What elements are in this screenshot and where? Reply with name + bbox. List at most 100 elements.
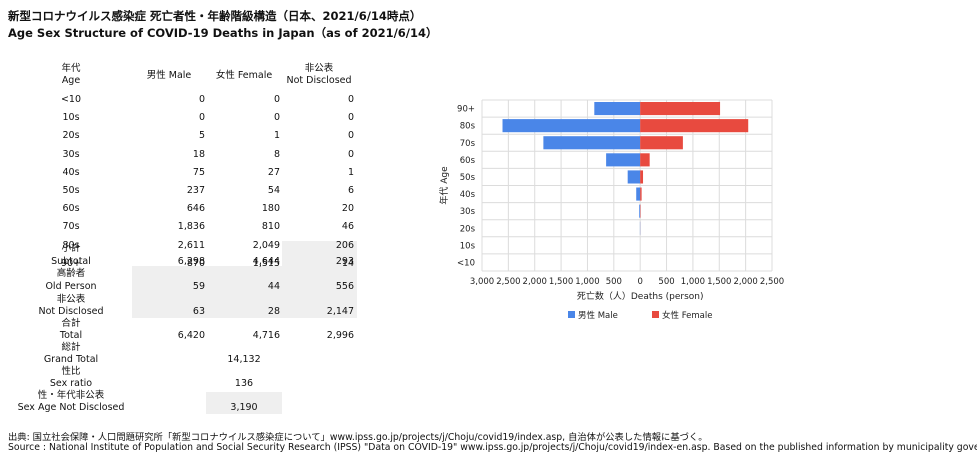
x-tick-label: 1,500	[707, 277, 731, 287]
row-nd: 206	[335, 239, 354, 251]
header-female: 女性 Female	[215, 70, 273, 81]
row-female: 810	[261, 221, 280, 233]
row-nd: 1	[347, 166, 354, 178]
row-female: 0	[273, 94, 280, 105]
header-nd-ja: 非公表	[304, 63, 334, 74]
title-ja: 新型コロナウイルス感染症 死亡者性・年齢階級構造（日本、2021/6/14時点）	[8, 9, 422, 23]
row-female: 180	[261, 203, 280, 215]
row-female: 54	[267, 185, 280, 196]
row-male: 2,611	[177, 239, 205, 251]
total-male: 6,420	[177, 330, 205, 341]
row-female: 0	[273, 112, 280, 124]
x-tick-label: 1,000	[575, 277, 599, 287]
total-female: 4,716	[252, 330, 280, 341]
title-en: Age Sex Structure of COVID-19 Deaths in …	[8, 26, 438, 40]
total-label-ja: 合計	[61, 318, 81, 329]
source-ja: 出典: 国立社会保障・人口問題研究所「新型コロナウイルス感染症について」www.…	[8, 432, 708, 443]
header-age-en: Age	[61, 75, 81, 86]
row-age: 90+	[60, 257, 82, 269]
row-nd: 46	[341, 221, 354, 233]
bar-female	[640, 119, 749, 133]
source-en: Source : National Institute of Populatio…	[8, 442, 977, 453]
data-table: 年代 Age 男性 Male 女性 Female 非公表 Not Disclos…	[0, 0, 380, 420]
bar-male	[627, 170, 641, 184]
x-tick-label: 500	[606, 277, 622, 287]
legend-label-male: 男性 Male	[578, 310, 618, 321]
not-disclosed-nd: 2,147	[326, 306, 354, 317]
row-male: 0	[198, 112, 205, 124]
row-age: <10	[60, 94, 82, 105]
row-age: 50s	[62, 185, 80, 196]
subtotal-female: 4,644	[252, 256, 280, 267]
y-tick-label: <10	[457, 258, 475, 268]
row-male: 0	[198, 94, 205, 105]
total-label-en: Total	[59, 330, 83, 341]
bar-female	[640, 187, 642, 201]
row-male: 5	[198, 130, 205, 142]
x-tick-label: 500	[658, 277, 674, 287]
bar-male	[543, 136, 641, 150]
old-person-label-en: Old Person	[45, 281, 97, 292]
bar-male	[594, 102, 641, 116]
not-disclosed-label-en: Not Disclosed	[38, 306, 104, 317]
bar-male	[639, 204, 641, 218]
bar-female	[640, 102, 721, 116]
x-tick-label: 2,500	[760, 277, 784, 287]
y-tick-label: 90+	[457, 105, 475, 115]
row-nd: 6	[347, 185, 354, 196]
shade-sex-age-nd	[206, 392, 282, 414]
legend-swatch-female	[652, 311, 659, 318]
y-tick-label: 80s	[460, 122, 476, 132]
old-person-label-ja: 高齢者	[56, 268, 86, 279]
header-age-ja: 年代	[61, 63, 81, 74]
y-axis-label: 年代 Age	[438, 166, 450, 205]
y-tick-label: 30s	[460, 207, 476, 217]
shade-nd-subtotal	[282, 241, 357, 270]
sex-ratio-label-ja: 性比	[61, 366, 81, 377]
shade-old-person	[132, 266, 357, 292]
row-age: 70s	[62, 221, 80, 233]
row-nd: 0	[347, 130, 354, 142]
total-nd: 2,996	[326, 330, 354, 341]
not-disclosed-male: 63	[192, 306, 205, 317]
row-age: 60s	[62, 203, 80, 215]
row-female: 27	[267, 166, 280, 178]
y-tick-label: 10s	[460, 241, 476, 251]
y-tick-label: 50s	[460, 173, 476, 183]
row-male: 18	[192, 148, 205, 160]
x-tick-label: 1,500	[549, 277, 573, 287]
not-disclosed-female: 28	[267, 306, 280, 317]
x-tick-label: 1,000	[681, 277, 705, 287]
shade-not-disclosed	[132, 292, 357, 318]
row-female: 1	[273, 130, 280, 142]
row-age: 20s	[62, 130, 80, 142]
subtotal-label-ja: 小計	[61, 243, 81, 254]
bar-male	[502, 119, 641, 133]
row-age: 10s	[62, 112, 80, 124]
row-nd: 0	[347, 148, 354, 160]
bar-female	[640, 136, 683, 150]
row-male: 1,836	[177, 221, 205, 233]
old-person-female: 44	[267, 281, 280, 292]
row-male: 870	[186, 257, 205, 269]
sex-age-nd-label-ja: 性・年代非公表	[37, 390, 105, 401]
row-nd: 14	[341, 257, 354, 269]
old-person-nd: 556	[335, 281, 354, 292]
grand-total-label-en: Grand Total	[43, 354, 99, 365]
row-female: 2,049	[252, 239, 280, 251]
row-age: 40s	[62, 166, 80, 178]
x-axis-label: 死亡数（人）Deaths (person)	[577, 290, 704, 302]
x-tick-label: 3,000	[470, 277, 494, 287]
header-male: 男性 Male	[146, 70, 192, 81]
x-tick-label: 2,000	[523, 277, 547, 287]
header-nd-en: Not Disclosed	[286, 75, 352, 86]
y-tick-label: 40s	[460, 190, 476, 200]
grand-total-label-ja: 総計	[61, 342, 81, 353]
not-disclosed-label-ja: 非公表	[56, 294, 86, 305]
row-nd: 0	[347, 112, 354, 124]
bar-male	[636, 187, 641, 201]
subtotal-male: 6,298	[177, 256, 205, 267]
sex-ratio-value: 136	[234, 378, 254, 389]
y-tick-label: 20s	[460, 224, 476, 234]
